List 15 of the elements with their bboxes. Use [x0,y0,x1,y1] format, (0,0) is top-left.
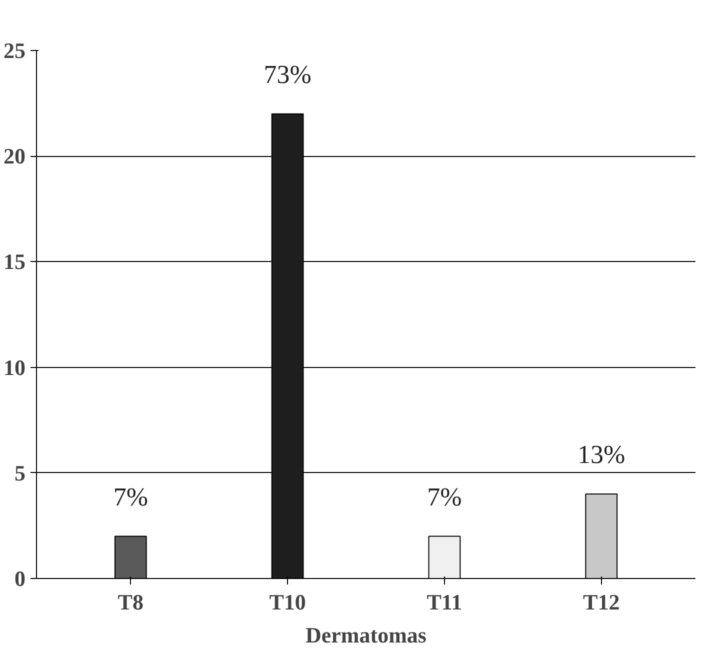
x-tick-label: T12 [583,590,620,614]
y-tick-label: 25 [4,38,26,63]
x-tick-label: T11 [426,590,462,614]
annotation: 73% [264,60,312,89]
x-tick-label: T8 [118,590,144,614]
x-tick-label: T10 [269,590,306,614]
annotation: 7% [113,482,148,512]
y-tick-label: 0 [14,566,26,591]
x-axis-title: Dermatomas [306,622,427,648]
y-tick-label: 5 [14,460,26,486]
y-tick-label: 10 [4,354,26,380]
y-tick-label: 20 [4,144,26,169]
annotation: 13% [578,440,626,470]
annotation: 7% [427,482,462,512]
y-tick-label: 15 [4,249,26,274]
